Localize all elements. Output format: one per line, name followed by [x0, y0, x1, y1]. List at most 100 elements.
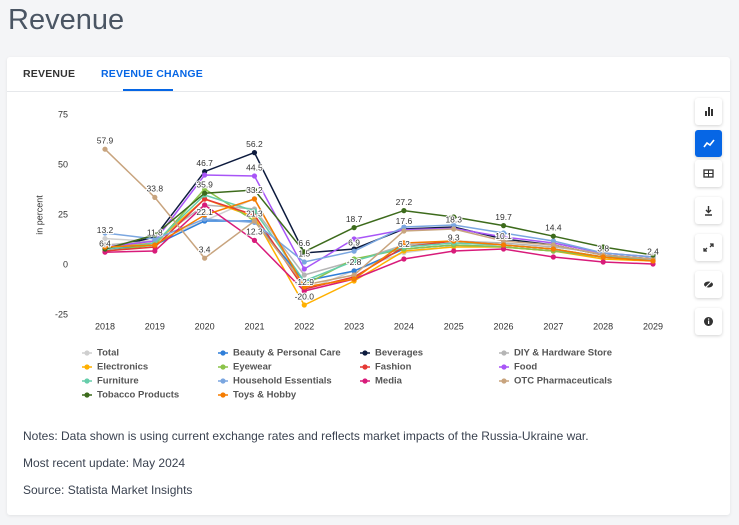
x-tick-label: 2020 — [195, 321, 215, 331]
data-point — [102, 244, 108, 250]
data-point — [401, 240, 407, 246]
note: Most recent update: May 2024 — [23, 456, 186, 470]
data-point — [251, 208, 258, 214]
legend-marker — [220, 392, 226, 398]
x-tick-label: 2029 — [643, 321, 663, 331]
x-tick-label: 2026 — [494, 321, 514, 331]
data-label: 18.7 — [346, 214, 363, 224]
series-line — [104, 189, 654, 256]
series-line — [104, 174, 654, 271]
data-point — [351, 236, 357, 242]
data-point — [351, 272, 357, 278]
data-point — [251, 237, 258, 243]
data-point — [301, 272, 307, 278]
data-point — [600, 259, 606, 265]
data-point — [351, 268, 357, 274]
data-point — [500, 242, 507, 248]
tab-active[interactable]: REVENUE CHANGE — [101, 68, 203, 80]
fullscreen-button[interactable] — [695, 234, 722, 261]
data-label: 6.6 — [298, 238, 310, 248]
y-axis-label: in percent — [34, 195, 44, 235]
data-label: 22.1 — [196, 207, 213, 217]
data-point — [500, 234, 507, 240]
data-label: 10.1 — [495, 231, 512, 241]
data-point — [351, 276, 357, 282]
x-tick-label: 2022 — [294, 321, 314, 331]
data-point — [351, 258, 357, 264]
card — [7, 57, 730, 515]
note: Source: Statista Market Insights — [23, 483, 193, 497]
data-label: 6.4 — [99, 238, 111, 248]
series-line — [104, 220, 654, 282]
y-tick-label: 25 — [58, 209, 68, 219]
data-point — [550, 246, 556, 252]
data-point — [401, 228, 407, 234]
series-line — [104, 218, 654, 263]
data-label: -2.8 — [347, 257, 362, 267]
data-point — [202, 202, 208, 208]
x-tick-label: 2019 — [145, 321, 165, 331]
data-label: 18.3 — [445, 215, 462, 225]
legend-label: Total — [97, 348, 119, 359]
data-point — [401, 244, 407, 250]
data-label: 14.4 — [545, 222, 562, 232]
info-button[interactable] — [695, 308, 722, 335]
legend-label: Toys & Hobby — [233, 390, 297, 401]
data-point — [451, 226, 457, 232]
x-tick-label: 2018 — [95, 321, 115, 331]
data-point — [202, 196, 208, 202]
data-point — [600, 254, 606, 260]
data-label: 35.9 — [196, 179, 213, 189]
data-point — [251, 150, 258, 156]
data-label: 3.8 — [597, 244, 609, 254]
data-label: 13.2 — [97, 225, 114, 235]
data-label: 57.9 — [97, 135, 114, 145]
bar-chart-button[interactable] — [695, 98, 722, 125]
table-button[interactable] — [695, 160, 722, 187]
data-label: 6.9 — [348, 237, 360, 247]
data-point — [102, 230, 108, 236]
data-point — [550, 254, 556, 260]
line-chart-button[interactable] — [695, 130, 722, 157]
data-point — [451, 248, 457, 254]
data-point — [202, 212, 208, 218]
series-line — [104, 151, 654, 260]
data-point — [301, 249, 307, 255]
legend-marker — [84, 350, 90, 356]
data-point — [102, 236, 108, 242]
legend-marker — [362, 378, 368, 384]
data-point — [152, 194, 158, 200]
data-point — [550, 242, 556, 248]
data-point — [202, 172, 208, 178]
data-point — [451, 222, 457, 228]
y-tick-label: 50 — [58, 159, 68, 169]
x-tick-label: 2021 — [244, 321, 264, 331]
series-line — [104, 148, 654, 286]
legend-label: Eyewear — [233, 362, 272, 373]
data-label: 46.7 — [196, 158, 213, 168]
data-point — [650, 258, 656, 264]
legend-marker — [501, 350, 507, 356]
data-point — [251, 173, 258, 179]
data-label: 33.8 — [147, 184, 164, 194]
data-point — [401, 224, 407, 230]
y-tick-label: 75 — [58, 109, 68, 119]
data-label: 9.3 — [448, 233, 460, 243]
data-point — [500, 238, 507, 244]
data-label: 12.3 — [246, 227, 263, 237]
legend-marker — [501, 364, 507, 370]
tab[interactable]: REVENUE — [23, 68, 76, 80]
note: Notes: Data shown is using current excha… — [23, 429, 589, 443]
data-label: 56.2 — [246, 139, 263, 149]
data-point — [251, 187, 258, 193]
hide-button[interactable] — [695, 271, 722, 298]
data-point — [650, 252, 656, 258]
data-label: 17.6 — [396, 216, 413, 226]
download-button[interactable] — [695, 197, 722, 224]
legend-label: DIY & Hardware Store — [514, 348, 612, 359]
legend-marker — [362, 364, 368, 370]
y-tick-label: -25 — [55, 309, 68, 319]
data-point — [500, 230, 507, 236]
data-point — [451, 238, 457, 244]
